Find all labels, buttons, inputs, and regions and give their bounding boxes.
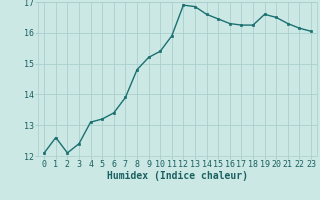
X-axis label: Humidex (Indice chaleur): Humidex (Indice chaleur): [107, 171, 248, 181]
